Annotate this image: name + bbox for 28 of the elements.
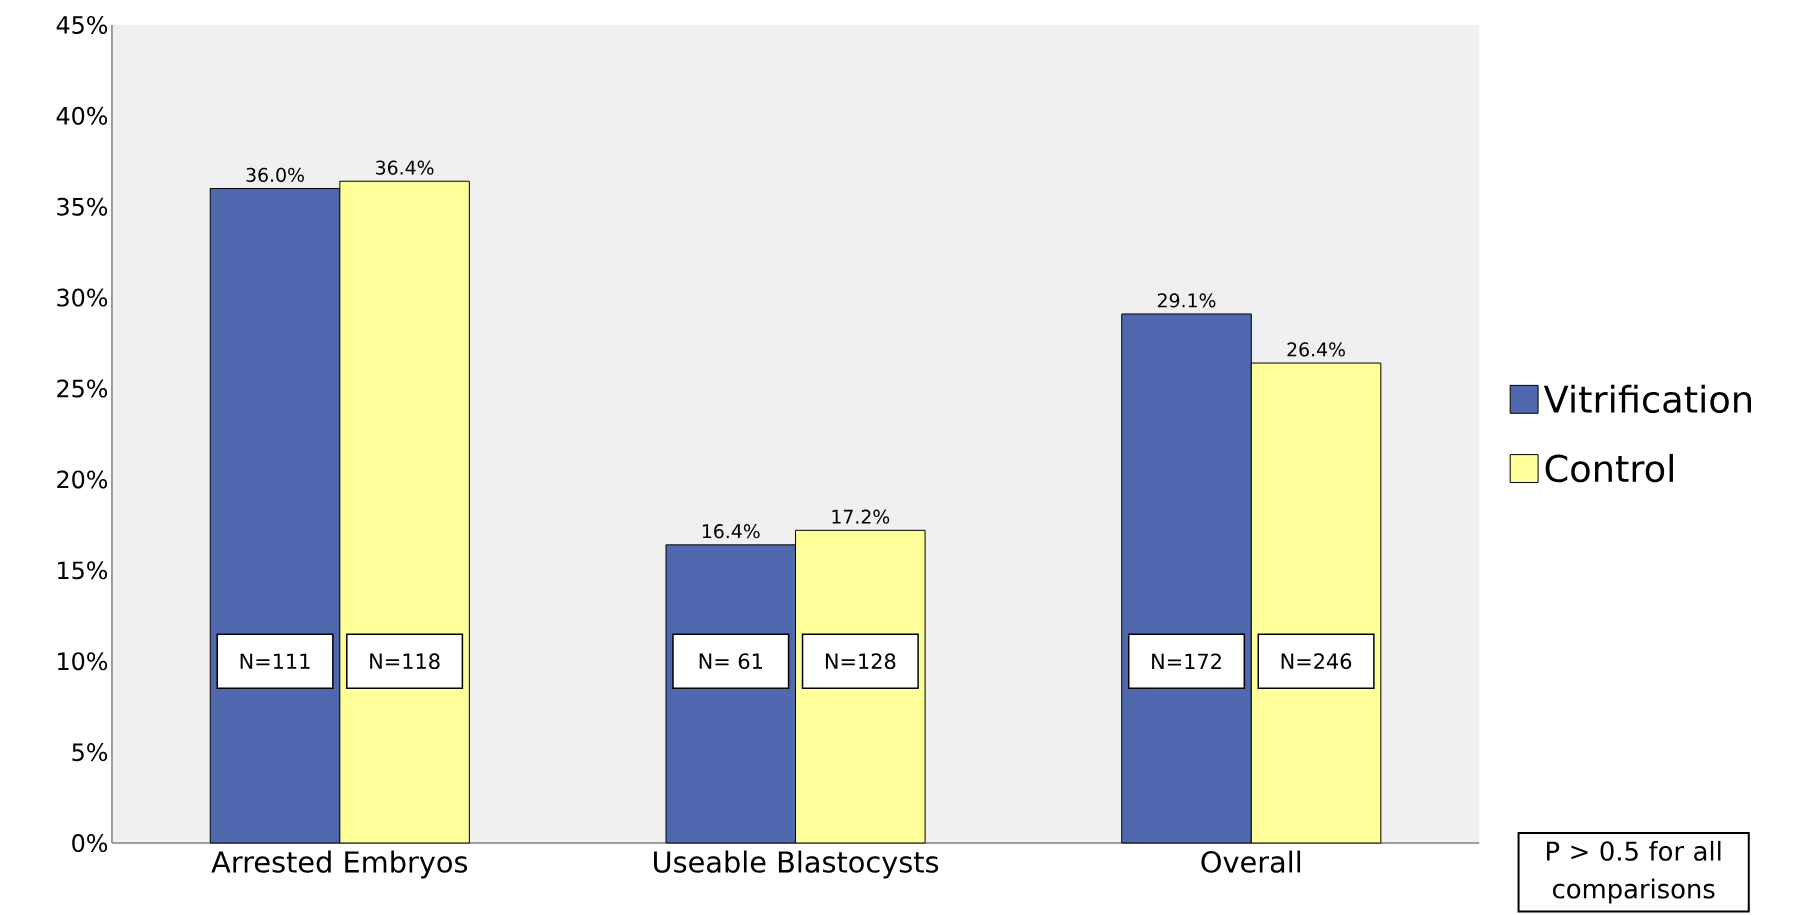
data-label: 36.0% [246, 167, 304, 183]
x-tick-label: Arrested Embryos [211, 850, 468, 879]
y-tick-label: 25% [57, 379, 108, 398]
legend-label: Control [1545, 454, 1673, 483]
y-tick-label: 30% [57, 288, 108, 307]
y-tick-label: 0% [72, 834, 108, 853]
annotation: N=128 [825, 653, 896, 670]
x-tick-label: Useable Blastocysts [654, 850, 939, 879]
annotation: N=111 [240, 653, 310, 669]
data-label: 26.4% [1287, 342, 1345, 357]
y-tick-label: 45% [56, 15, 108, 35]
data-label: 29.1% [1157, 293, 1216, 308]
data-label: 16.4% [702, 524, 760, 539]
data-label: 36.4% [376, 160, 434, 175]
annotation: N= 61 [699, 653, 762, 670]
y-tick-label: 40% [56, 106, 108, 125]
y-tick-label: 10% [58, 652, 108, 671]
y-tick-label: 20% [57, 470, 108, 489]
annotation: N=246 [1281, 653, 1352, 670]
annotation: N=172 [1152, 653, 1221, 670]
y-tick-label: 5% [72, 743, 108, 762]
annotation: N=118 [370, 653, 440, 670]
text: P > 0.5 for all comparisons [1547, 841, 1721, 904]
y-tick-label: 35% [57, 197, 108, 216]
y-tick-label: 15% [58, 561, 108, 580]
x-tick-label: Overall [1201, 850, 1301, 873]
legend-label: Vitrification [1543, 384, 1751, 414]
data-label: 17.2% [832, 509, 890, 524]
